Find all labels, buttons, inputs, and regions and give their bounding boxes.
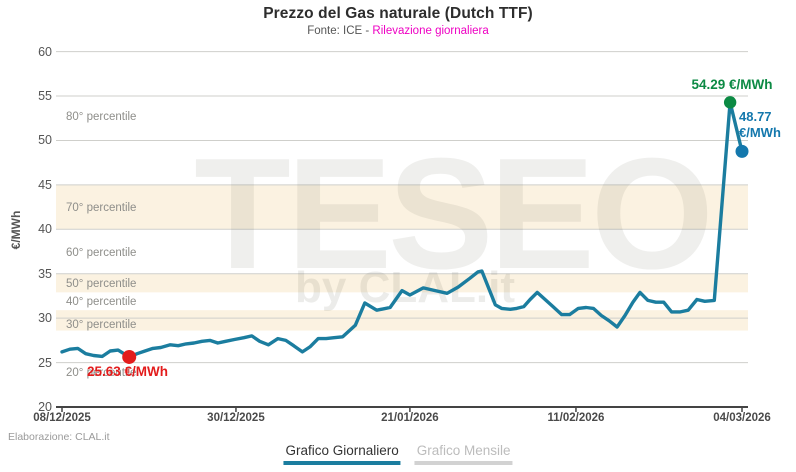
x-tick-label: 11/02/2026 <box>547 412 605 424</box>
y-tick-label: 60 <box>38 44 52 59</box>
x-tick-label: 21/01/2026 <box>381 412 439 424</box>
chart-type-tabs: Grafico Giornaliero Grafico Mensile <box>283 443 513 465</box>
y-tick-label: 30 <box>38 311 52 326</box>
min-price-annotation: 25.63 €/MWh <box>87 364 169 379</box>
x-tick-label: 04/03/2026 <box>713 412 771 424</box>
chart-subtitle: Fonte: ICE - Rilevazione giornaliera <box>0 25 796 37</box>
percentile-label: 40° percentile <box>66 296 137 309</box>
y-tick-label: 20 <box>38 400 52 414</box>
percentile-label: 80° percentile <box>66 111 137 124</box>
percentile-band <box>56 184 748 230</box>
elaboration-credit: Elaborazione: CLAL.it <box>8 431 110 443</box>
y-axis-title: €/MWh <box>9 210 23 250</box>
subtitle-source: Fonte: ICE - <box>307 25 373 37</box>
x-tick-label: 30/12/2025 <box>207 412 265 424</box>
percentile-label: 70° percentile <box>66 201 137 214</box>
teseo-watermark: TESEO <box>194 126 710 302</box>
percentile-label: 20° percentile <box>66 367 137 380</box>
percentile-band <box>56 310 748 331</box>
percentile-band <box>56 273 748 293</box>
y-tick-label: 25 <box>38 355 52 370</box>
last-price-annotation: 48.77 €/MWh <box>739 109 781 140</box>
max-price-dot <box>723 96 737 109</box>
percentile-label: 50° percentile <box>66 278 137 291</box>
page-title: Prezzo del Gas naturale (Dutch TTF) <box>263 5 533 22</box>
min-price-dot <box>122 349 137 364</box>
max-price-annotation: 54.29 €/MWh <box>691 77 773 92</box>
subtitle-survey-type: Rilevazione giornaliera <box>372 25 489 37</box>
tab-grafico-mensile[interactable]: Grafico Mensile <box>414 443 513 465</box>
last-price-dot <box>735 144 749 158</box>
percentile-label: 30° percentile <box>66 319 137 332</box>
y-tick-label: 50 <box>38 133 52 148</box>
price-series-line <box>60 100 744 359</box>
y-tick-label: 35 <box>38 266 52 281</box>
y-tick-label: 40 <box>38 222 52 237</box>
y-tick-label: 55 <box>38 89 52 104</box>
x-tick-label: 08/12/2025 <box>33 412 91 424</box>
y-tick-label: 45 <box>38 177 52 192</box>
tab-grafico-giornaliero[interactable]: Grafico Giornaliero <box>283 443 401 465</box>
percentile-label: 60° percentile <box>66 247 137 260</box>
